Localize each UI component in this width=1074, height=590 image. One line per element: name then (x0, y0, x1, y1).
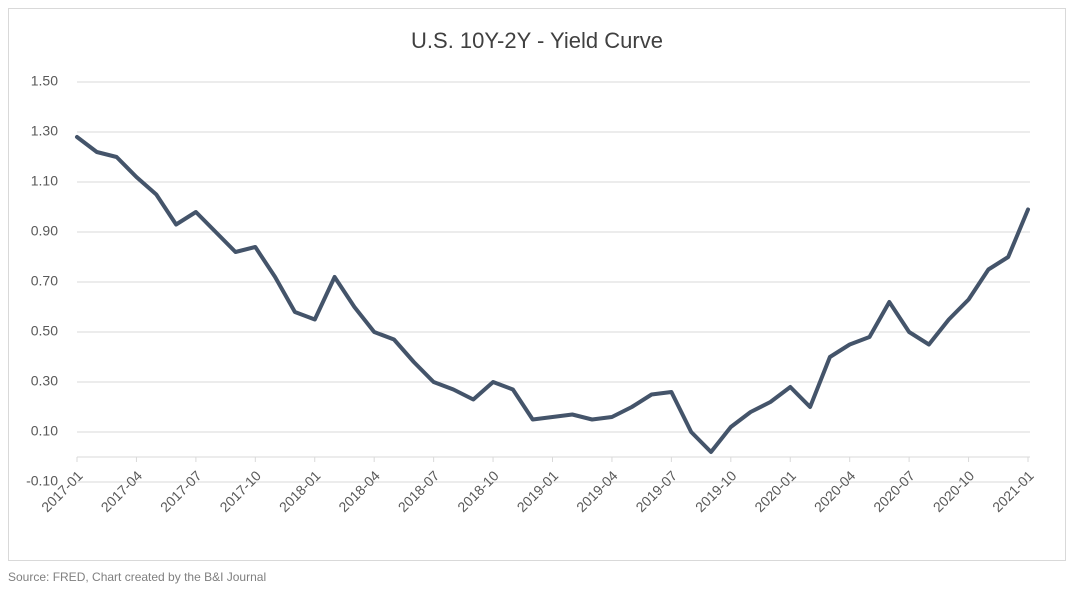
y-tick-label: 0.70 (31, 273, 58, 289)
x-tick-label: 2017-07 (157, 467, 205, 515)
y-tick-label: 1.30 (31, 123, 58, 139)
x-tick-label: 2020-01 (751, 467, 799, 515)
x-tick-label: 2018-10 (454, 467, 502, 515)
chart-border (8, 8, 1066, 561)
y-tick-label: 1.10 (31, 173, 58, 189)
y-tick-label: -0.10 (26, 473, 58, 489)
x-tick-label: 2017-04 (98, 467, 146, 515)
x-tick-label: 2021-01 (989, 467, 1037, 515)
x-tick-label: 2020-07 (870, 467, 918, 515)
y-tick-label: 0.30 (31, 373, 58, 389)
chart-title: U.S. 10Y-2Y - Yield Curve (411, 28, 663, 53)
x-tick-label: 2020-10 (930, 467, 978, 515)
x-tick-label: 2019-01 (514, 467, 562, 515)
y-tick-label: 0.90 (31, 223, 58, 239)
y-tick-label: 1.50 (31, 73, 58, 89)
x-tick-label: 2019-04 (573, 467, 621, 515)
x-tick-label: 2019-10 (692, 467, 740, 515)
x-tick-label: 2017-10 (216, 467, 264, 515)
x-tick-label: 2019-07 (632, 467, 680, 515)
y-tick-label: 0.10 (31, 423, 58, 439)
y-tick-label: 0.50 (31, 323, 58, 339)
source-note: Source: FRED, Chart created by the B&I J… (8, 570, 266, 584)
line-series (75, 135, 1030, 454)
x-tick-label: 2018-01 (276, 467, 324, 515)
x-tick-label: 2018-04 (335, 467, 383, 515)
x-tick-label: 2020-04 (811, 467, 859, 515)
x-tick-label: 2018-07 (395, 467, 443, 515)
